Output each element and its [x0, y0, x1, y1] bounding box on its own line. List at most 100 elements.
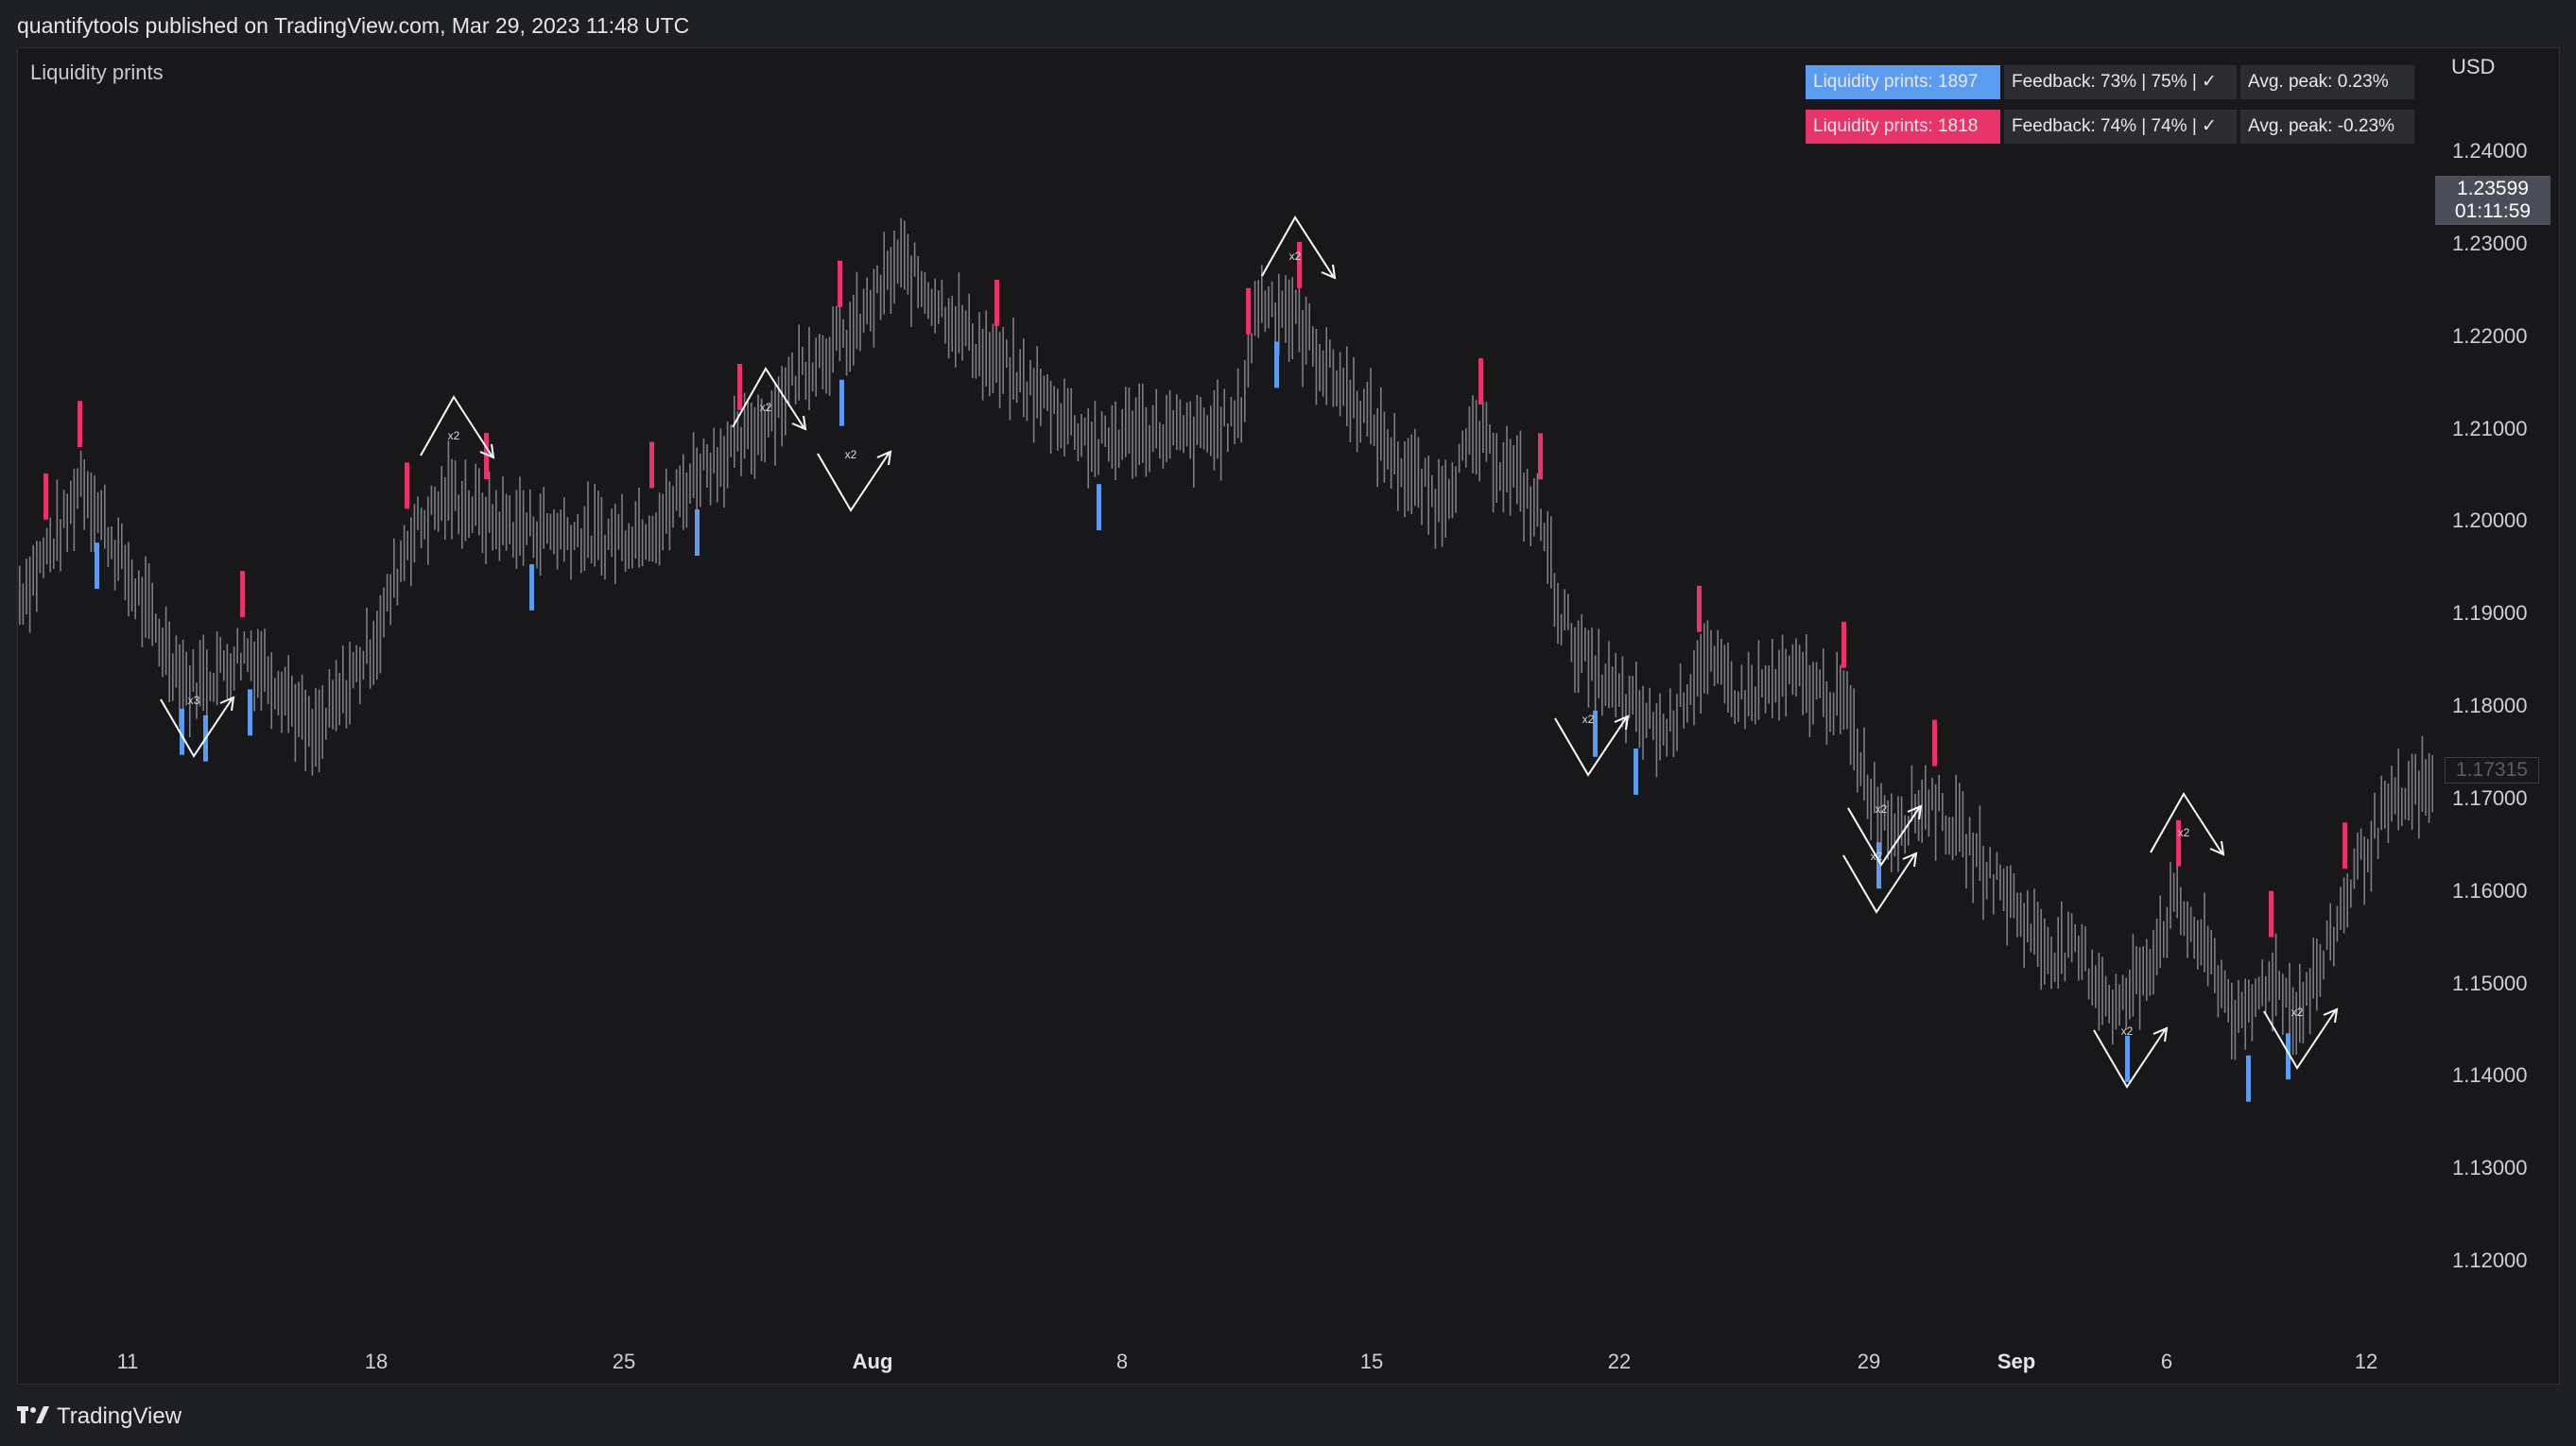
candle	[587, 481, 589, 559]
candle	[1669, 688, 1671, 732]
candle	[2404, 787, 2407, 820]
candle	[2244, 978, 2246, 1050]
candle	[321, 684, 323, 759]
candle	[362, 650, 365, 680]
candle	[666, 468, 667, 534]
candle	[1979, 805, 1981, 881]
candle	[2274, 933, 2277, 1016]
candle	[1768, 665, 1770, 704]
marker-count-label: x2	[1582, 713, 1595, 726]
candle	[43, 537, 44, 578]
candle	[2380, 775, 2382, 831]
candle	[685, 472, 688, 528]
bear-liquidity-print	[838, 260, 842, 307]
candle	[2010, 865, 2012, 919]
candle	[338, 673, 340, 726]
candle	[2163, 921, 2165, 958]
candle	[147, 563, 150, 639]
candle	[672, 486, 674, 528]
candle	[1063, 378, 1065, 456]
candle	[890, 247, 892, 314]
candle	[219, 636, 221, 673]
candle	[2340, 887, 2342, 930]
candle	[2302, 982, 2305, 1044]
last-price: 1.23599	[2457, 178, 2529, 199]
candle	[1393, 413, 1395, 474]
candle	[1577, 620, 1580, 694]
candle	[947, 298, 950, 359]
candle	[2155, 918, 2158, 975]
candle	[192, 649, 195, 692]
candle	[2023, 903, 2025, 968]
candle	[853, 295, 855, 366]
candle	[717, 447, 718, 503]
candle	[1240, 397, 1242, 443]
candle	[1601, 674, 1603, 716]
candle	[236, 628, 238, 663]
candle	[1738, 691, 1739, 722]
candle	[828, 336, 831, 396]
candle	[631, 525, 633, 569]
candle	[1727, 642, 1729, 713]
candle	[1424, 457, 1426, 487]
indicator-legend[interactable]: Liquidity prints	[30, 60, 164, 84]
candle	[444, 476, 446, 541]
candle	[907, 233, 909, 295]
candle	[332, 680, 334, 730]
bull-liquidity-print	[1097, 484, 1101, 531]
candle	[304, 689, 306, 771]
candle	[206, 649, 208, 724]
candle	[1172, 410, 1174, 446]
candle	[1281, 290, 1284, 328]
candle	[751, 403, 752, 474]
candle	[1060, 403, 1063, 449]
time-tick: Sep	[1997, 1350, 2036, 1373]
candle	[600, 496, 603, 576]
candle	[376, 611, 378, 680]
candle	[1755, 686, 1756, 725]
candle	[1584, 628, 1586, 662]
candle	[2118, 984, 2120, 1026]
candle	[1438, 458, 1440, 523]
candle	[2183, 901, 2186, 937]
candle	[781, 366, 783, 447]
published-caption: quantifytools published on TradingView.c…	[17, 13, 690, 38]
candle	[1999, 864, 2001, 901]
candle	[634, 501, 637, 559]
candle	[1176, 394, 1178, 451]
candle	[1441, 465, 1444, 547]
candle	[941, 279, 943, 318]
candle	[2367, 838, 2369, 872]
marker-count-label: x3	[188, 694, 200, 707]
chart-area[interactable]	[17, 47, 2560, 1385]
candle	[1874, 762, 1876, 814]
candle	[1100, 411, 1103, 444]
candle	[1217, 379, 1219, 459]
candle	[492, 504, 493, 551]
candle	[753, 406, 756, 479]
top-reversal-marker: x2	[1261, 215, 1337, 280]
candle	[1421, 469, 1423, 525]
candle	[1720, 638, 1722, 685]
candle	[298, 681, 300, 738]
candle	[1598, 628, 1599, 698]
candle	[995, 315, 997, 383]
candle	[1693, 649, 1695, 726]
candle	[1543, 523, 1546, 552]
candle	[651, 515, 654, 562]
candle	[706, 444, 708, 489]
candle	[1046, 374, 1048, 411]
candle	[532, 516, 535, 559]
price-tick: 1.13000	[2452, 1156, 2528, 1180]
candle	[2360, 828, 2362, 860]
candle	[2044, 918, 2046, 985]
candle	[1798, 645, 1801, 687]
candle	[573, 522, 576, 550]
candle	[1910, 765, 1913, 822]
candle	[1506, 425, 1508, 492]
candle	[702, 439, 705, 471]
candle	[1866, 774, 1869, 819]
candle	[2095, 965, 2097, 1008]
candle	[2050, 937, 2052, 990]
